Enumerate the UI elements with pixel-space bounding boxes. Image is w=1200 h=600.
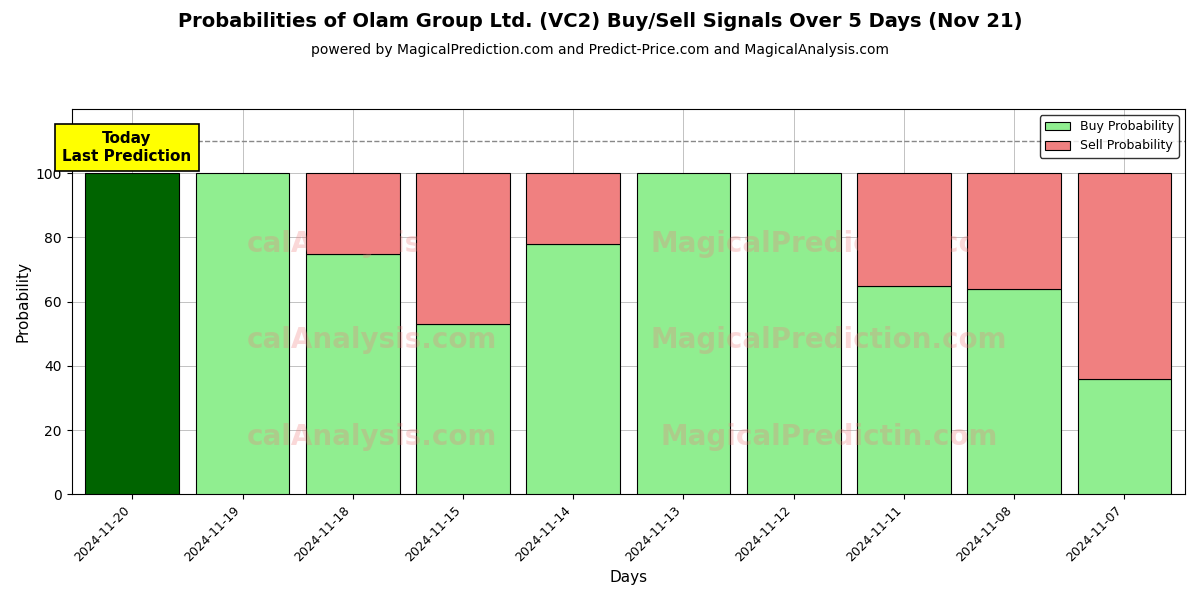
Text: Today
Last Prediction: Today Last Prediction	[62, 131, 191, 164]
Text: calAnalysis.com: calAnalysis.com	[247, 422, 498, 451]
Legend: Buy Probability, Sell Probability: Buy Probability, Sell Probability	[1040, 115, 1178, 157]
Bar	[857, 173, 950, 286]
Text: Probabilities of Olam Group Ltd. (VC2) Buy/Sell Signals Over 5 Days (Nov 21): Probabilities of Olam Group Ltd. (VC2) B…	[178, 12, 1022, 31]
Bar	[85, 173, 179, 494]
Text: MagicalPrediction.com: MagicalPrediction.com	[650, 326, 1007, 354]
Bar	[967, 173, 1061, 289]
Bar	[1078, 379, 1171, 494]
Bar	[1078, 173, 1171, 379]
Bar	[196, 173, 289, 494]
Bar	[306, 254, 400, 494]
Bar	[527, 173, 620, 244]
Text: powered by MagicalPrediction.com and Predict-Price.com and MagicalAnalysis.com: powered by MagicalPrediction.com and Pre…	[311, 43, 889, 57]
Text: MagicalPredictin.com: MagicalPredictin.com	[660, 422, 997, 451]
Bar	[967, 289, 1061, 494]
Text: calAnalysis.com: calAnalysis.com	[247, 326, 498, 354]
Bar	[306, 173, 400, 254]
X-axis label: Days: Days	[610, 570, 647, 585]
Bar	[527, 244, 620, 494]
Text: calAnalysis.com: calAnalysis.com	[247, 230, 498, 258]
Text: MagicalPrediction.com: MagicalPrediction.com	[650, 230, 1007, 258]
Bar	[416, 324, 510, 494]
Y-axis label: Probability: Probability	[16, 261, 30, 342]
Bar	[857, 286, 950, 494]
Bar	[636, 173, 731, 494]
Bar	[416, 173, 510, 324]
Bar	[746, 173, 840, 494]
